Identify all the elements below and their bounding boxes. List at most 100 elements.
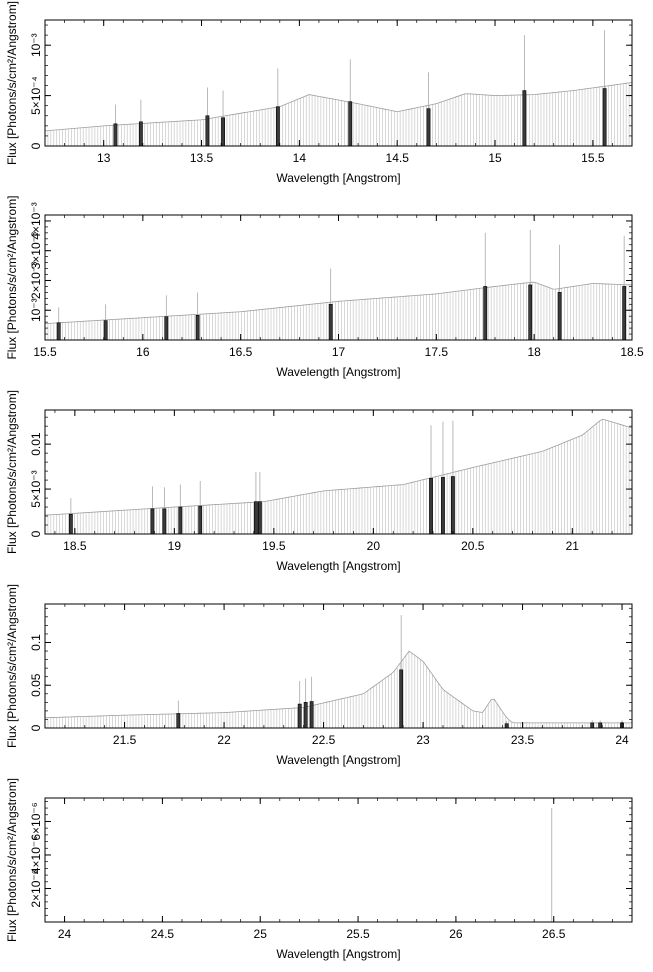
y-tick-label: 6×10⁻⁶: [29, 802, 43, 840]
data-area: [45, 229, 632, 340]
x-tick-label: 19.5: [262, 539, 286, 553]
x-tick-label: 26: [449, 927, 463, 941]
emission-line-bar: [198, 505, 203, 534]
data-area: [45, 30, 632, 146]
x-tick-label: 18.5: [63, 539, 87, 553]
emission-line-bar: [275, 106, 280, 146]
x-axis-label: Wavelength [Angstrom]: [276, 171, 400, 185]
emission-line-bar: [56, 322, 61, 340]
x-tick-label: 20: [367, 539, 381, 553]
y-tick-label: 0.05: [29, 673, 43, 697]
emission-line-bar: [103, 320, 108, 340]
x-axis-label: Wavelength [Angstrom]: [276, 559, 400, 573]
emission-line-bar: [205, 115, 210, 146]
emission-line-bar: [348, 101, 353, 146]
emission-line-bar: [528, 284, 533, 340]
x-axis-label: Wavelength [Angstrom]: [276, 753, 400, 767]
y-tick-label: 5×10⁻⁴: [29, 76, 43, 115]
chart-panel-1: 13 13.5 14 14.5 15 15.5 0 5×10⁻⁴ 10⁻³ Wavelength …: [5, 1, 633, 185]
x-axis-label: Wavelength [Angstrom]: [276, 365, 400, 379]
x-tick-label: 15.5: [33, 345, 57, 359]
x-tick-label: 16: [136, 345, 150, 359]
y-tick-label: 10⁻³: [29, 298, 43, 322]
emission-line-bar: [602, 88, 607, 146]
chart-panel-2: 15.5 16 16.5 17 17.5 18 18.5 10⁻³2×10⁻³3×10⁻³4×…: [5, 195, 644, 379]
x-tick-label: 24: [58, 927, 72, 941]
emission-line-bar: [622, 286, 627, 340]
x-tick-label: 22.5: [312, 733, 336, 747]
emission-line-bar: [590, 722, 595, 728]
x-tick-label: 24: [615, 733, 629, 747]
x-tick-label: 22: [217, 733, 231, 747]
y-tick-label: 2×10⁻³: [29, 262, 43, 299]
continuum-curve: [45, 650, 632, 724]
emission-line-bar: [441, 477, 445, 534]
x-tick-label: 23.5: [511, 733, 535, 747]
plot-frame: [44, 797, 633, 923]
emission-line-bar: [113, 123, 118, 146]
chart-panel-3: 18.5 19 19.5 20 20.5 21 0 5×10⁻³ 0.01 Wavelength …: [5, 390, 633, 573]
y-tick-label: 4×10⁻⁶: [29, 836, 43, 874]
x-tick-label: 15: [488, 151, 502, 165]
emission-line-bar: [178, 506, 183, 534]
y-axis-label: Flux [Photons/s/cm²/Angstrom]: [5, 584, 19, 748]
continuum-curve: [45, 418, 632, 516]
plot-frame: [44, 603, 633, 729]
emission-line-bar: [557, 292, 562, 340]
y-tick-label: 0.1: [29, 634, 43, 651]
x-tick-label: 13.5: [190, 151, 214, 165]
x-tick-label: 15.5: [581, 151, 605, 165]
emission-line-bar: [68, 513, 73, 534]
plot-frame: [44, 409, 633, 535]
emission-line-bar: [328, 303, 333, 340]
emission-line-bar: [150, 508, 155, 534]
emission-line-bar: [483, 286, 488, 340]
emission-line-bar: [297, 703, 302, 728]
x-tick-label: 21.5: [113, 733, 137, 747]
emission-line-bar: [451, 476, 455, 534]
emission-line-bar: [309, 701, 314, 728]
x-tick-label: 26.5: [542, 927, 566, 941]
emission-line-bar: [303, 702, 308, 728]
y-tick-label: 0.01: [29, 432, 43, 456]
data-area: [45, 418, 632, 534]
y-tick-label: 0: [29, 724, 43, 731]
emission-line-bar: [429, 477, 433, 534]
emission-line-bar: [176, 713, 181, 728]
emission-line-bar: [598, 722, 603, 728]
x-tick-label: 24.5: [151, 927, 175, 941]
x-axis-label: Wavelength [Angstrom]: [276, 947, 400, 961]
emission-line-bar: [195, 314, 200, 340]
emission-line-bar: [426, 108, 431, 146]
x-tick-label: 21: [566, 539, 580, 553]
y-tick-label: 4×10⁻³: [29, 202, 43, 239]
y-axis-label: Flux [Photons/s/cm²/Angstrom]: [5, 1, 19, 165]
x-tick-label: 25: [254, 927, 268, 941]
x-tick-label: 14: [293, 151, 307, 165]
emission-line-bar: [399, 669, 404, 728]
x-tick-label: 14.5: [386, 151, 410, 165]
emission-line-bar: [164, 316, 169, 340]
y-tick-label: 10⁻³: [29, 33, 43, 57]
emission-line-bar: [138, 121, 143, 146]
x-tick-label: 25.5: [346, 927, 370, 941]
emission-line-bar: [504, 723, 509, 728]
emission-line-bar: [254, 501, 258, 534]
continuum-curve: [45, 82, 632, 132]
x-tick-label: 18: [527, 345, 541, 359]
data-area: [45, 615, 632, 728]
x-tick-label: 20.5: [461, 539, 485, 553]
x-tick-label: 17.5: [425, 345, 449, 359]
y-tick-label: 3×10⁻³: [29, 232, 43, 269]
y-tick-label: 2×10⁻⁶: [29, 869, 43, 907]
x-tick-label: 16.5: [229, 345, 253, 359]
chart-panel-5: 24 24.5 25 25.5 26 26.5 2×10⁻⁶4×10⁻⁶6×10⁻⁶ Wave…: [5, 778, 633, 961]
y-axis-label: Flux [Photons/s/cm²/Angstrom]: [5, 195, 19, 359]
emission-line-bar: [162, 508, 167, 534]
chart-panel-4: 21.5 22 22.5 23 23.5 24 0 0.05 0.1 Wavelength [An…: [5, 584, 633, 767]
y-tick-label: 0: [29, 530, 43, 537]
emission-line-bar: [522, 90, 527, 146]
x-tick-label: 13: [97, 151, 111, 165]
y-axis-label: Flux [Photons/s/cm²/Angstrom]: [5, 778, 19, 942]
